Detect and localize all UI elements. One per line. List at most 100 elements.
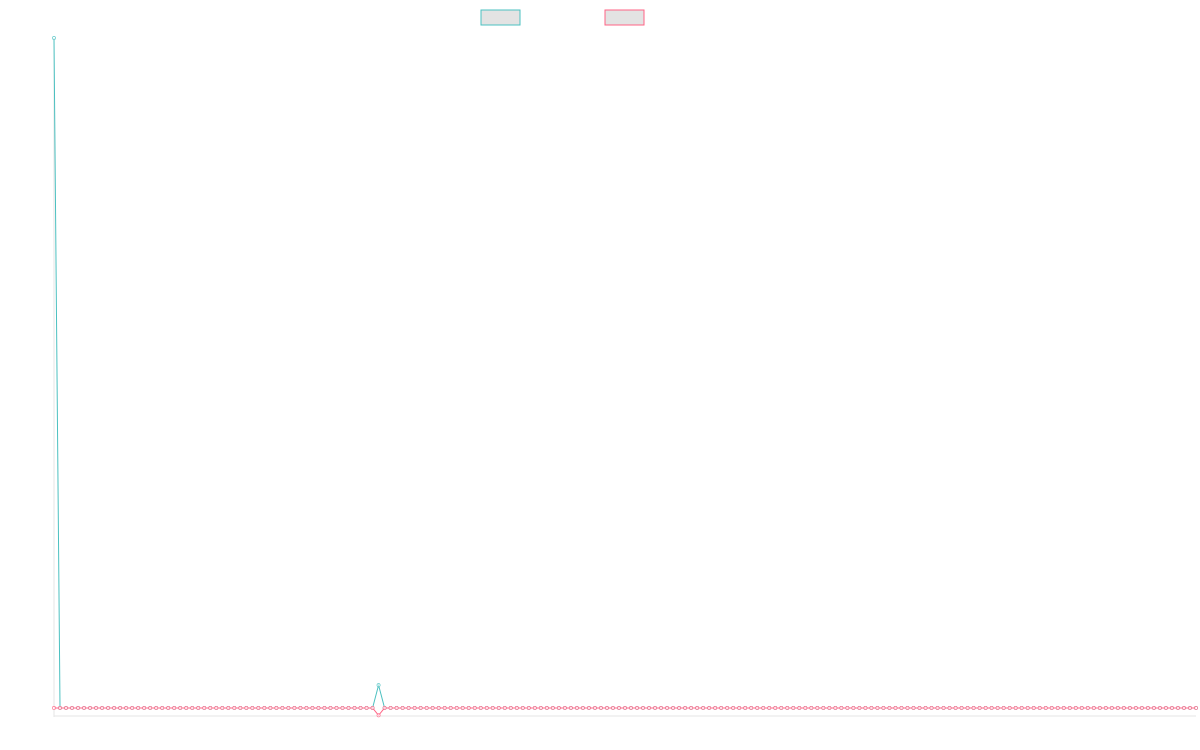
data-point	[941, 706, 946, 710]
data-point	[617, 706, 621, 710]
data-point	[226, 706, 231, 710]
data-point	[581, 706, 585, 710]
data-point	[244, 706, 249, 710]
data-point	[214, 706, 219, 710]
data-point	[430, 706, 435, 710]
data-point	[58, 706, 62, 710]
data-point	[773, 706, 778, 710]
data-point	[1140, 706, 1144, 710]
data-point	[1146, 706, 1150, 710]
data-point	[1115, 706, 1120, 710]
data-point	[689, 706, 694, 710]
data-point	[154, 706, 159, 710]
data-point	[1158, 706, 1162, 710]
data-point	[743, 706, 748, 710]
data-point	[274, 706, 279, 710]
data-point	[1067, 706, 1072, 710]
data-point	[388, 706, 393, 710]
data-point	[749, 706, 754, 710]
data-point	[857, 706, 862, 710]
data-point	[1103, 706, 1108, 710]
data-point	[839, 706, 844, 710]
data-point	[695, 706, 700, 710]
data-point	[785, 706, 790, 710]
data-point	[112, 706, 117, 710]
data-point	[977, 706, 982, 710]
data-point	[256, 706, 261, 710]
data-point	[959, 706, 964, 710]
data-point	[641, 706, 645, 710]
data-point	[671, 706, 675, 710]
data-point	[1085, 706, 1090, 710]
data-point	[130, 706, 135, 710]
data-point	[995, 706, 1000, 710]
data-point	[737, 706, 742, 710]
data-point	[466, 706, 471, 710]
data-point	[1025, 706, 1030, 710]
data-point	[935, 706, 940, 710]
data-point	[88, 706, 92, 710]
data-point	[605, 706, 609, 710]
data-point	[454, 706, 459, 710]
data-point	[989, 706, 994, 710]
data-point	[238, 706, 243, 710]
data-point	[370, 706, 375, 710]
data-point	[593, 706, 597, 710]
data-point	[478, 706, 483, 710]
data-point	[292, 706, 297, 710]
data-point	[1127, 706, 1132, 710]
series-lines	[52, 36, 1198, 718]
data-point	[400, 706, 405, 710]
legend-swatch-2	[604, 9, 645, 26]
data-point	[821, 706, 826, 710]
data-point	[166, 706, 171, 710]
data-point	[232, 706, 237, 710]
data-point	[142, 706, 147, 710]
data-point	[1097, 706, 1102, 710]
data-point	[538, 706, 543, 710]
data-point	[124, 706, 129, 710]
data-point	[755, 706, 760, 710]
data-point	[490, 706, 495, 710]
data-point	[358, 706, 363, 710]
data-point	[911, 706, 916, 710]
data-point	[184, 706, 189, 710]
data-point	[575, 706, 579, 710]
data-point	[815, 706, 820, 710]
data-point	[448, 706, 453, 710]
data-point	[394, 706, 399, 710]
data-point	[803, 706, 808, 710]
data-point	[148, 706, 153, 710]
data-point	[532, 706, 537, 710]
data-point	[352, 706, 357, 710]
data-point	[587, 706, 591, 710]
data-point	[280, 706, 285, 710]
data-point	[118, 706, 123, 710]
data-point	[1170, 706, 1174, 710]
data-point	[983, 706, 988, 710]
data-point	[767, 706, 772, 710]
data-point	[623, 706, 627, 710]
data-point	[725, 706, 730, 710]
data-point	[436, 706, 441, 710]
data-point	[202, 706, 207, 710]
data-point	[923, 706, 928, 710]
data-point	[701, 706, 706, 710]
data-point	[412, 706, 417, 710]
data-point	[869, 706, 874, 710]
data-point	[298, 706, 303, 710]
data-point	[418, 706, 423, 710]
data-point	[514, 706, 519, 710]
data-point	[484, 706, 489, 710]
data-point	[1061, 706, 1066, 710]
data-point	[809, 706, 814, 710]
data-point	[635, 706, 639, 710]
legend	[480, 9, 645, 26]
data-point	[887, 706, 892, 710]
data-point	[424, 706, 429, 710]
data-point	[629, 706, 633, 710]
data-point	[304, 706, 309, 710]
data-point	[1073, 706, 1078, 710]
